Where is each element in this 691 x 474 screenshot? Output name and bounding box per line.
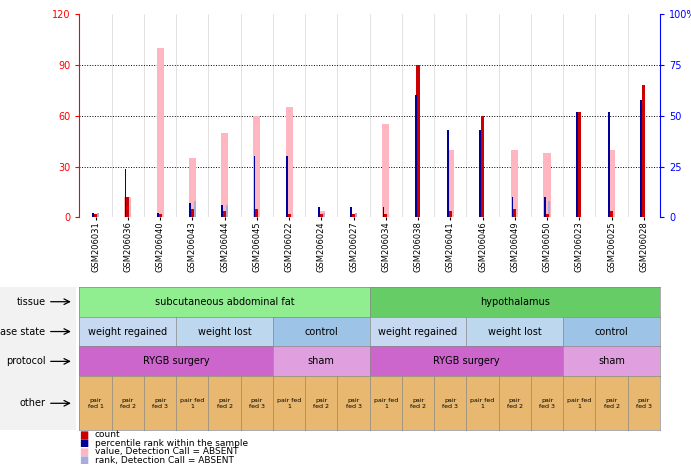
Text: sham: sham — [598, 356, 625, 366]
Text: weight regained: weight regained — [379, 327, 457, 337]
Text: pair fed
1: pair fed 1 — [471, 398, 495, 409]
Text: ■: ■ — [79, 447, 88, 456]
Bar — [608, 112, 610, 218]
Bar — [157, 48, 164, 218]
Bar — [191, 209, 194, 218]
Bar — [286, 156, 287, 218]
Text: pair
fed 3: pair fed 3 — [539, 398, 555, 409]
Bar — [320, 214, 323, 218]
Bar — [255, 209, 258, 218]
Bar — [254, 116, 261, 218]
Bar — [158, 214, 162, 218]
Text: other: other — [19, 398, 46, 408]
Text: subcutaneous abdominal fat: subcutaneous abdominal fat — [155, 297, 294, 307]
Bar — [93, 213, 94, 218]
Bar — [126, 197, 129, 218]
Text: pair
fed 2: pair fed 2 — [313, 398, 330, 409]
Text: pair
fed 2: pair fed 2 — [603, 398, 620, 409]
Bar — [610, 210, 613, 218]
Bar — [350, 214, 357, 218]
Bar — [221, 133, 228, 218]
Bar — [193, 201, 196, 218]
Bar — [481, 116, 484, 218]
Bar — [189, 158, 196, 218]
Text: pair
fed 3: pair fed 3 — [636, 398, 652, 409]
Bar — [352, 214, 355, 218]
Bar — [189, 203, 191, 218]
Bar — [448, 210, 452, 218]
Text: RYGB surgery: RYGB surgery — [433, 356, 500, 366]
Text: tissue: tissue — [17, 297, 46, 307]
Bar — [578, 112, 581, 218]
Text: pair
fed 2: pair fed 2 — [507, 398, 523, 409]
Bar — [355, 213, 357, 218]
Bar — [642, 85, 645, 218]
Text: weight lost: weight lost — [198, 327, 252, 337]
Text: pair
fed 3: pair fed 3 — [442, 398, 458, 409]
Bar — [92, 214, 99, 218]
Bar — [382, 124, 389, 218]
Text: pair
fed 3: pair fed 3 — [346, 398, 361, 409]
Bar — [124, 197, 131, 218]
Text: pair
fed 1: pair fed 1 — [88, 398, 104, 409]
Bar — [94, 214, 97, 218]
Bar — [318, 210, 325, 218]
Bar — [608, 150, 615, 218]
Bar — [157, 213, 159, 218]
Text: percentile rank within the sample: percentile rank within the sample — [95, 438, 248, 447]
Bar — [384, 214, 388, 218]
Text: ■: ■ — [79, 455, 88, 465]
Bar — [513, 209, 516, 218]
Bar — [226, 205, 228, 218]
Bar — [97, 213, 99, 218]
Bar — [415, 95, 417, 218]
Bar — [417, 65, 419, 218]
Text: RYGB surgery: RYGB surgery — [143, 356, 209, 366]
Text: value, Detection Call = ABSENT: value, Detection Call = ABSENT — [95, 447, 238, 456]
Text: pair fed
1: pair fed 1 — [374, 398, 398, 409]
Text: weight lost: weight lost — [488, 327, 542, 337]
Bar — [549, 201, 550, 218]
Text: control: control — [305, 327, 338, 337]
Text: weight regained: weight regained — [88, 327, 167, 337]
Bar — [511, 150, 518, 218]
Text: count: count — [95, 430, 120, 439]
Bar — [323, 213, 325, 218]
Text: ■: ■ — [79, 429, 88, 439]
Bar — [223, 210, 226, 218]
Bar — [447, 130, 449, 218]
Bar — [124, 169, 126, 218]
Text: pair fed
1: pair fed 1 — [277, 398, 301, 409]
Bar — [545, 214, 549, 218]
Bar — [383, 207, 384, 218]
Bar — [544, 153, 551, 218]
Bar — [511, 197, 513, 218]
Bar — [576, 112, 578, 218]
Text: disease state: disease state — [0, 327, 46, 337]
Text: hypothalamus: hypothalamus — [480, 297, 550, 307]
Bar — [544, 197, 546, 218]
Bar — [221, 205, 223, 218]
Text: pair
fed 2: pair fed 2 — [216, 398, 233, 409]
Text: ■: ■ — [79, 438, 88, 448]
Text: pair fed
1: pair fed 1 — [567, 398, 591, 409]
Bar — [285, 107, 292, 218]
Bar — [318, 207, 320, 218]
Text: pair
fed 2: pair fed 2 — [410, 398, 426, 409]
Bar — [641, 100, 643, 218]
Text: control: control — [595, 327, 628, 337]
Bar — [254, 156, 256, 218]
Bar — [287, 214, 291, 218]
Bar — [350, 207, 352, 218]
Text: pair
fed 3: pair fed 3 — [152, 398, 168, 409]
Text: pair
fed 2: pair fed 2 — [120, 398, 136, 409]
Text: protocol: protocol — [6, 356, 46, 366]
Text: rank, Detection Call = ABSENT: rank, Detection Call = ABSENT — [95, 456, 234, 465]
Text: pair fed
1: pair fed 1 — [180, 398, 205, 409]
Text: pair
fed 3: pair fed 3 — [249, 398, 265, 409]
Bar — [480, 130, 481, 218]
Text: sham: sham — [308, 356, 334, 366]
Bar — [447, 150, 454, 218]
